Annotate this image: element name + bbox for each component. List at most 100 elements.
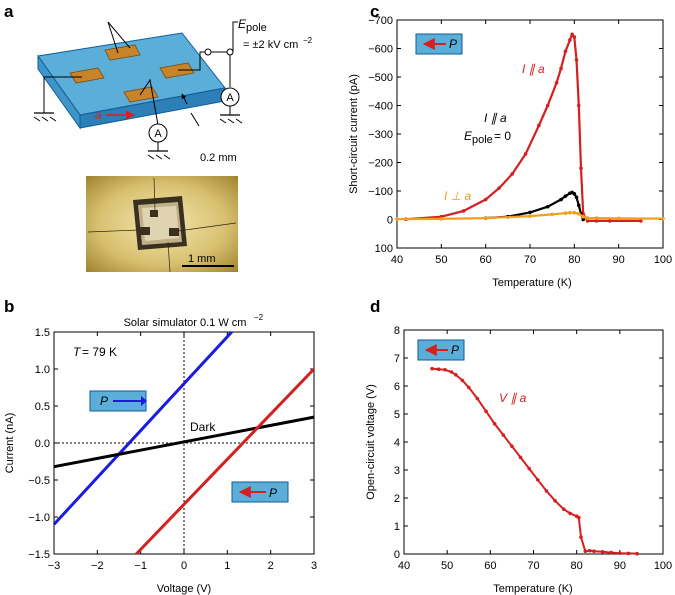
xtick-label: 90	[613, 254, 625, 266]
series-line-2	[135, 367, 316, 556]
xtick-label: 100	[654, 254, 672, 266]
chart-c-label-i-perp-a: I ⊥ a	[444, 189, 471, 203]
crystal-left-face	[37, 54, 81, 130]
data-point	[576, 212, 581, 216]
xtick-label: −3	[48, 560, 61, 572]
chart-c-label-epole-sub: pole	[472, 134, 493, 146]
chart-b-xlabel: Voltage (V)	[157, 583, 211, 595]
data-point	[563, 211, 568, 216]
chart-d-ylabel: Open-circuit voltage (V)	[365, 384, 377, 500]
data-point	[563, 194, 568, 198]
electrode-left	[69, 67, 105, 84]
panel-a-schematic: A A a 0.2 mm E pole = ±2 kV cm −2	[33, 17, 313, 164]
chart-b-dark-label: Dark	[190, 420, 216, 434]
data-point	[536, 478, 540, 482]
data-point	[608, 219, 612, 223]
chart-b-title: Solar simulator 0.1 W cm	[124, 317, 247, 329]
chart-c-polarization-label: P	[449, 37, 457, 51]
data-point	[585, 219, 590, 223]
data-point	[581, 217, 585, 222]
epole-value: = ±2 kV cm	[243, 39, 298, 51]
ytick-label: 5	[394, 409, 400, 421]
data-point	[579, 535, 583, 539]
electrode-front	[123, 86, 159, 103]
data-point	[639, 219, 643, 223]
chart-b-ylabel: Current (nA)	[4, 413, 16, 474]
ytick-label: 0	[394, 549, 400, 561]
data-point	[544, 489, 549, 493]
data-point	[594, 216, 599, 220]
xtick-label: 60	[484, 560, 496, 572]
ytick-label: 4	[394, 437, 400, 449]
data-point	[518, 455, 523, 460]
xtick-label: 70	[527, 560, 539, 572]
xtick-label: 0	[181, 560, 187, 572]
ytick-label: −0.5	[28, 475, 50, 487]
data-point	[579, 166, 583, 170]
xtick-label: 1	[224, 560, 230, 572]
xtick-label: −2	[91, 560, 104, 572]
data-point	[554, 80, 559, 85]
data-point	[587, 548, 592, 553]
chart-b-p-left-label: P	[269, 486, 277, 500]
xtick-label: 50	[441, 560, 453, 572]
chart-b-title-exp: −2	[254, 313, 264, 322]
sample-photo: 1 mm	[86, 176, 238, 273]
data-point	[523, 152, 528, 156]
xtick-label: 50	[435, 254, 447, 266]
data-point	[527, 466, 531, 471]
chart-d-polarization-label: P	[451, 343, 459, 357]
data-point	[510, 172, 515, 176]
ammeter-right-label: A	[226, 92, 234, 104]
chart-c-label-i-par-a: I ∥ a	[522, 62, 545, 76]
chart-b-temp-symbol: T	[73, 345, 82, 359]
series-line-0	[52, 330, 233, 526]
ytick-label: −500	[368, 72, 393, 84]
data-point	[576, 203, 581, 208]
data-point	[550, 212, 554, 217]
xtick-label: 70	[524, 254, 536, 266]
ytick-label: 1.0	[35, 364, 50, 376]
xtick-label: 80	[571, 560, 583, 572]
data-point	[501, 433, 506, 437]
chart-c-label-i-par-a-zero: I ∥ a	[484, 111, 507, 125]
data-point	[661, 216, 665, 221]
xtick-label: 90	[614, 560, 626, 572]
xtick-label: −1	[134, 560, 147, 572]
data-point	[545, 103, 550, 108]
scale-bar-label: 1 mm	[188, 253, 216, 265]
data-point	[559, 66, 563, 71]
ytick-label: −1.5	[28, 549, 50, 561]
data-point	[592, 549, 596, 553]
chart-d-frame	[403, 329, 664, 555]
data-point	[594, 219, 599, 223]
epole-symbol: E	[238, 17, 247, 31]
ytick-label: −300	[368, 129, 393, 141]
series-line-0	[432, 367, 638, 555]
ammeter-front-label: A	[154, 128, 162, 140]
data-point	[436, 367, 441, 372]
data-point	[545, 204, 550, 209]
chart-b-temp-value: = 79 K	[82, 345, 117, 359]
panel-label-d: d	[370, 297, 380, 316]
data-point	[461, 209, 466, 213]
data-point	[561, 507, 566, 512]
data-point	[443, 367, 447, 372]
chart-d-xlabel: Temperature (K)	[493, 583, 572, 595]
data-point	[576, 103, 581, 108]
chart-b: Solar simulator 0.1 W cm −2 −3 −2 −1 0 1 2 3 1.…	[4, 313, 317, 595]
data-point	[466, 385, 471, 390]
data-point	[572, 192, 577, 196]
xtick-label: 80	[568, 254, 580, 266]
chart-d: 40 50 60 70 80 90 100 0 1 2 3 4 5 6 7 8 Temperature (K)…	[365, 325, 672, 595]
data-point	[395, 217, 399, 222]
electrode-back	[104, 44, 141, 61]
data-point	[585, 216, 590, 220]
thickness-label: 0.2 mm	[200, 152, 237, 164]
data-point	[497, 186, 501, 190]
xtick-label: 40	[398, 560, 410, 572]
data-point	[492, 422, 497, 426]
ytick-label: −1.0	[28, 512, 50, 524]
data-point	[559, 197, 563, 202]
chart-c-label-epole-symbol: E	[464, 129, 473, 143]
